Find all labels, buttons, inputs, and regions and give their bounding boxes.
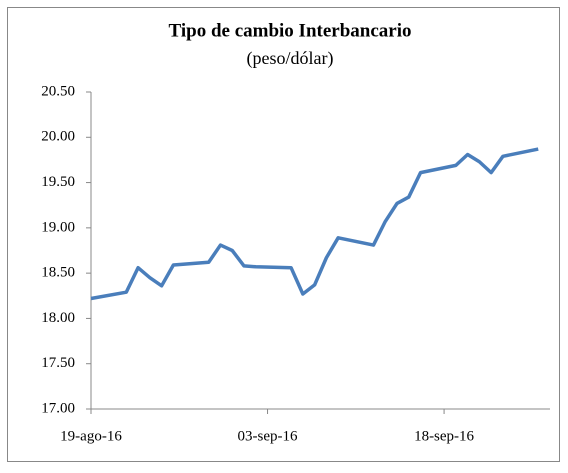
chart-subtitle: (peso/dólar) — [247, 48, 334, 69]
y-tick-label: 20.00 — [41, 129, 75, 145]
y-tick-label: 18.00 — [41, 310, 75, 326]
x-tick-label: 18-sep-16 — [414, 428, 474, 444]
y-tick-label: 17.00 — [41, 400, 75, 416]
x-tick-label: 19-ago-16 — [60, 428, 122, 444]
y-tick-label: 17.50 — [41, 355, 75, 371]
x-tick-label: 03-sep-16 — [238, 428, 298, 444]
chart-title: Tipo de cambio Interbancario — [169, 20, 412, 41]
y-tick-label: 19.00 — [41, 219, 75, 235]
series-line — [90, 147, 539, 301]
y-tick-label: 18.50 — [41, 265, 75, 281]
y-tick-label: 20.50 — [41, 83, 75, 99]
y-tick-label: 19.50 — [41, 174, 75, 190]
chart-border — [7, 7, 560, 462]
